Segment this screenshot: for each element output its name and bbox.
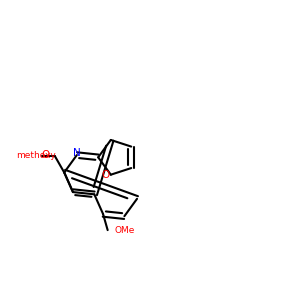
- Text: methoxy: methoxy: [16, 151, 56, 160]
- Text: OMe: OMe: [115, 226, 135, 235]
- Text: O: O: [42, 150, 50, 160]
- Text: O: O: [101, 170, 109, 180]
- Text: N: N: [73, 148, 81, 158]
